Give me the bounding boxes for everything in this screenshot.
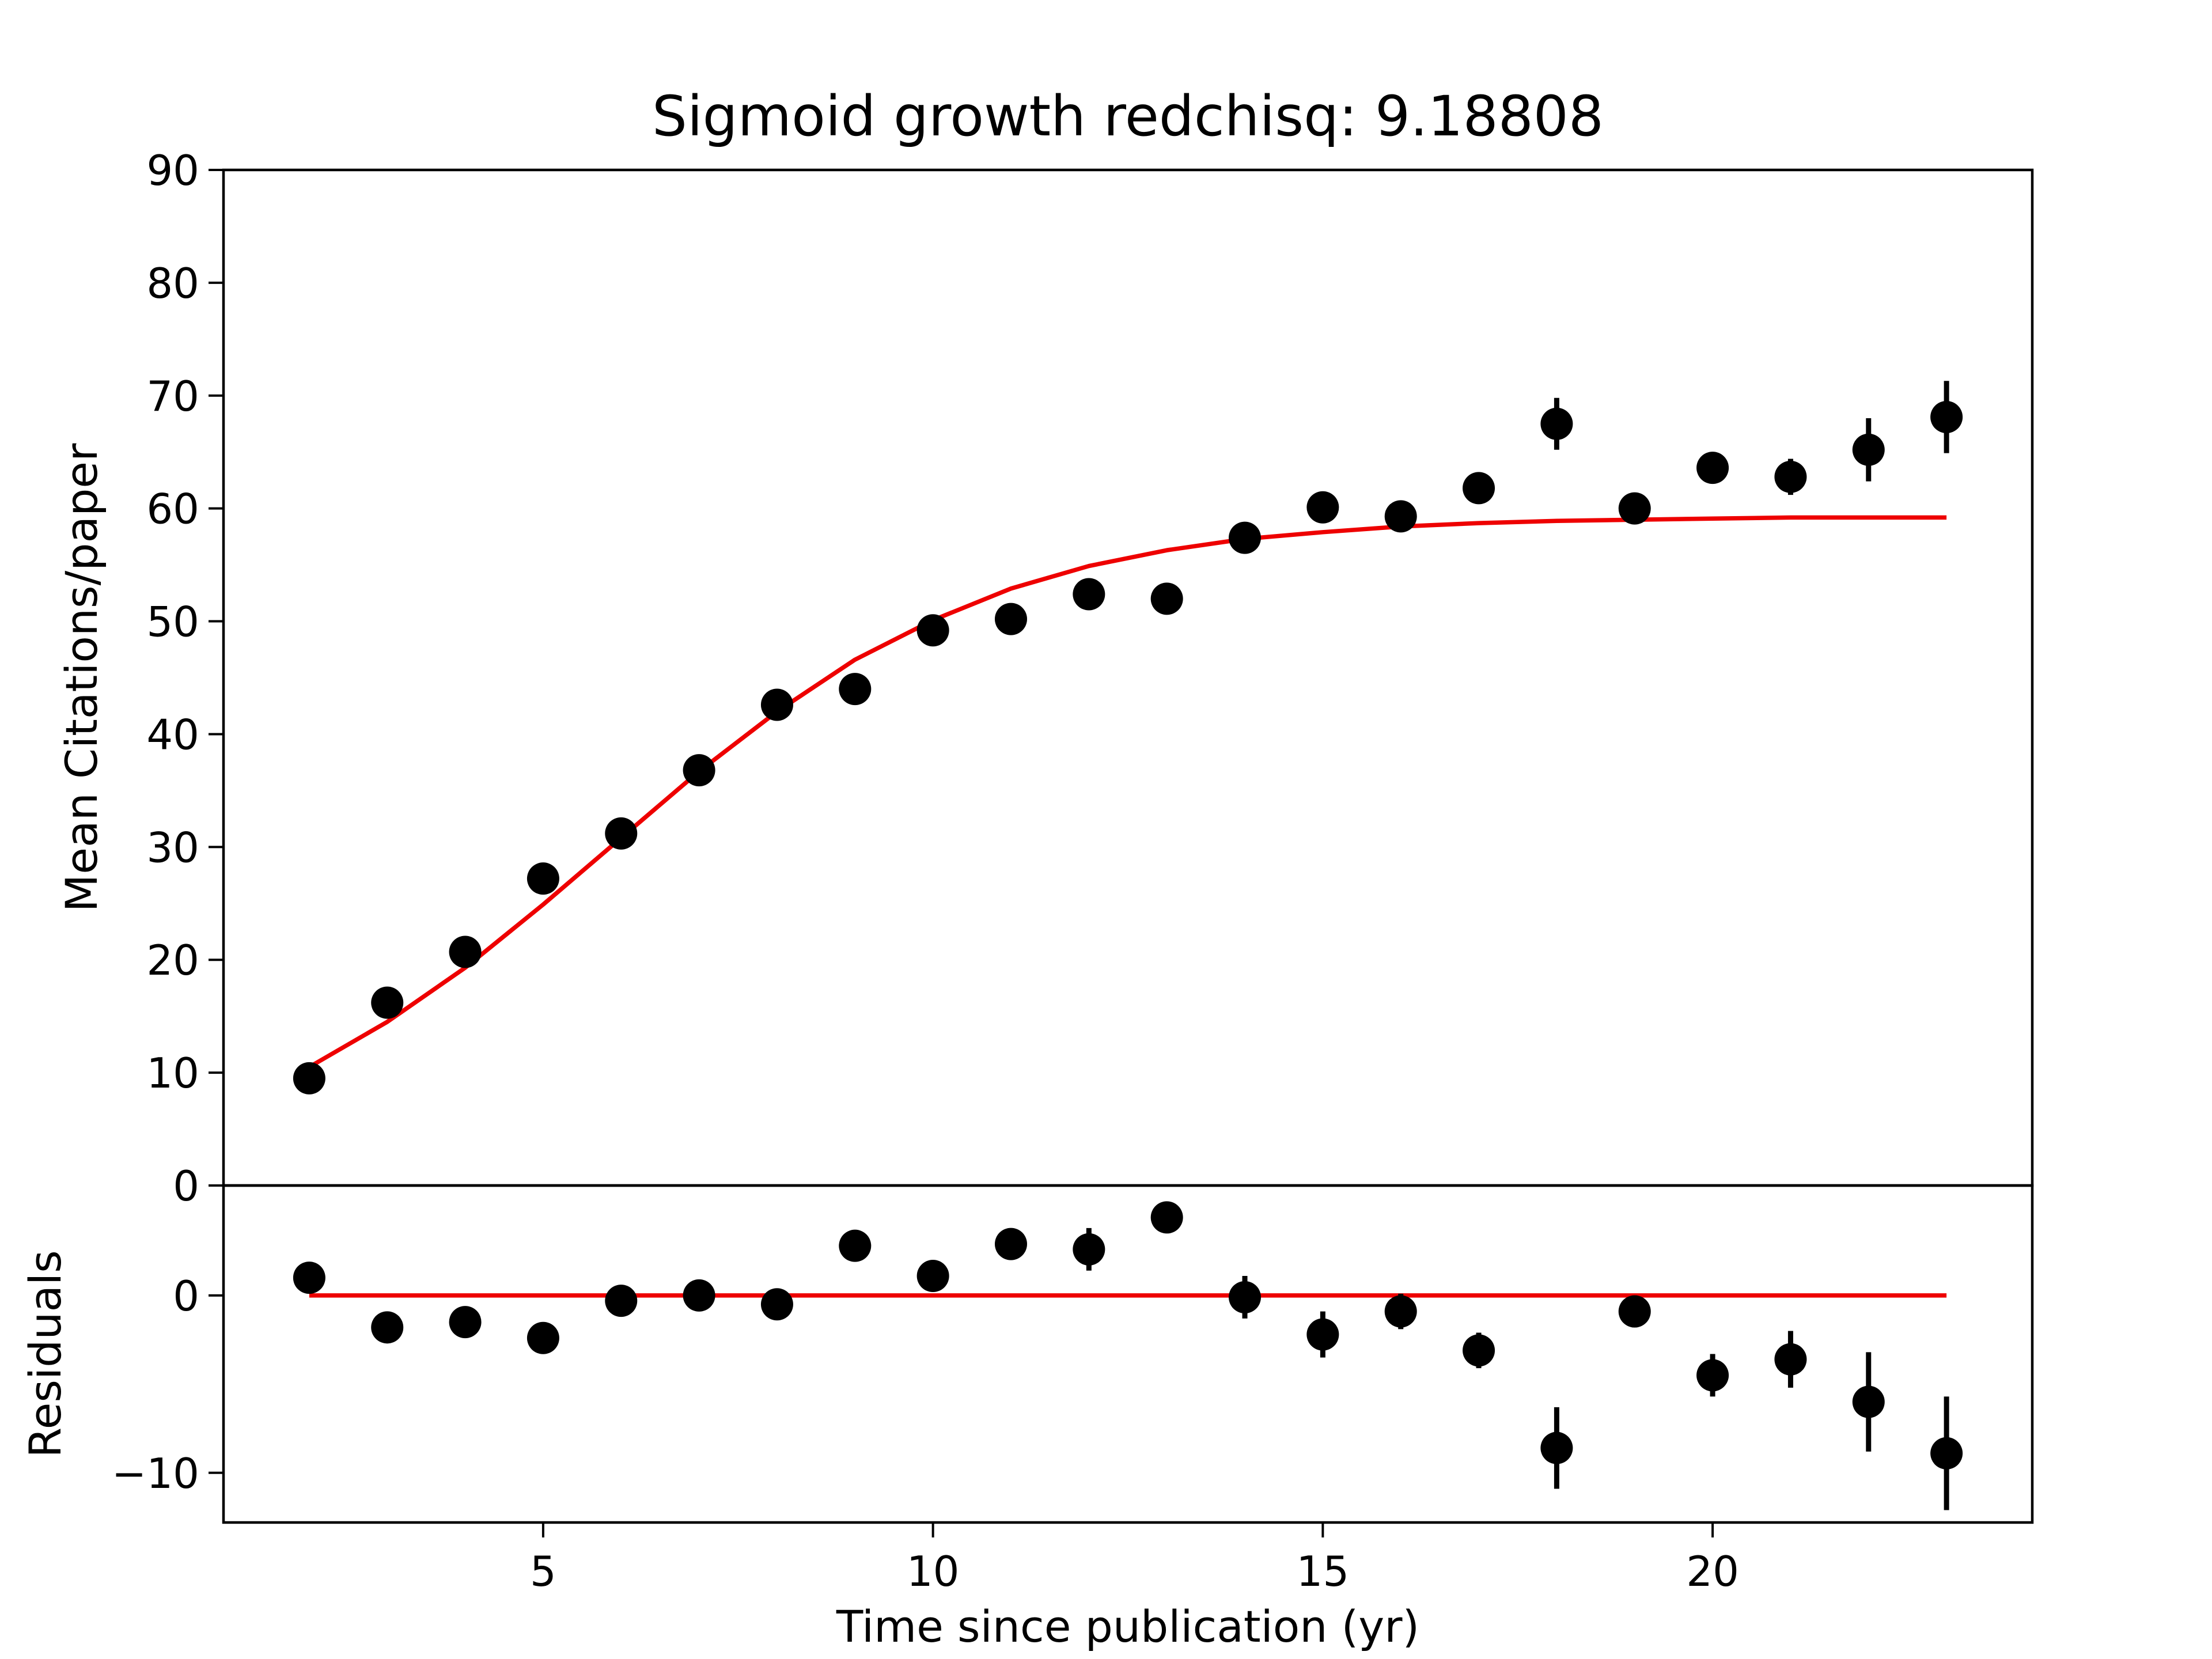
data-point [994, 1228, 1027, 1260]
main-data-points [293, 381, 1963, 1094]
data-point [839, 673, 872, 706]
main-fit-curve [308, 515, 1947, 1069]
y-tick-label: 60 [146, 485, 199, 533]
data-point [1930, 400, 1963, 433]
residuals-panel: −10 0 5 10 15 20 Time since publication (yr)… [20, 1184, 2034, 1652]
data-point [683, 1279, 715, 1312]
data-point [371, 1311, 404, 1344]
data-point [605, 1285, 638, 1317]
y-tick-label: 70 [146, 372, 199, 421]
y-tick-label: 40 [146, 710, 199, 759]
data-point [527, 1321, 559, 1354]
data-point [1774, 460, 1807, 493]
data-point [1774, 1343, 1807, 1376]
data-point [1540, 407, 1573, 440]
data-point [1540, 1431, 1573, 1464]
y-tick-label: 20 [146, 936, 199, 984]
x-tick-label: 20 [1686, 1547, 1739, 1596]
data-point [1073, 578, 1105, 611]
y-tick-label: 50 [146, 598, 199, 646]
data-point [1150, 582, 1183, 615]
data-point [605, 817, 638, 850]
y-tick-label: 80 [146, 259, 199, 308]
data-point [1384, 500, 1417, 533]
data-point [449, 935, 482, 968]
residuals-y-axis-label: Residuals [20, 1250, 71, 1458]
y-tick-label: 90 [146, 146, 199, 195]
main-fit-panel: 0 10 20 30 40 50 60 70 80 90 Sigmoid growth redch… [56, 84, 2034, 1210]
residuals-plot-frame [222, 1184, 2034, 1524]
data-point [1852, 1385, 1885, 1418]
data-point [527, 862, 559, 895]
data-point [1150, 1201, 1183, 1234]
data-point [916, 614, 949, 647]
data-point [1229, 1281, 1262, 1313]
data-point [293, 1262, 325, 1294]
main-y-ticks: 0 10 20 30 40 50 60 70 80 90 [146, 146, 224, 1210]
x-tick-label: 10 [907, 1547, 960, 1596]
data-point [1696, 1359, 1729, 1392]
chart-title: Sigmoid growth redchisq: 9.18808 [652, 84, 1604, 149]
data-point [1618, 492, 1651, 525]
data-point [1306, 1318, 1339, 1351]
data-point [1229, 521, 1262, 554]
data-point [1618, 1295, 1651, 1328]
x-ticks: 5 10 15 20 [530, 1522, 1739, 1596]
data-point [683, 754, 715, 787]
x-tick-label: 15 [1297, 1547, 1350, 1596]
y-tick-label: 30 [146, 823, 199, 872]
residuals-y-ticks: −10 0 [112, 1272, 224, 1498]
x-tick-label: 5 [530, 1547, 556, 1596]
x-axis-label: Time since publication (yr) [836, 1601, 1419, 1652]
data-point [916, 1260, 949, 1293]
y-tick-label: −10 [112, 1449, 199, 1498]
data-point [293, 1062, 325, 1094]
y-tick-label: 0 [173, 1162, 199, 1210]
data-point [449, 1306, 482, 1339]
data-point [371, 986, 404, 1019]
data-point [1306, 491, 1339, 524]
data-point [760, 1288, 793, 1321]
data-point [1852, 433, 1885, 466]
fit-line [308, 515, 1947, 1069]
data-point [1463, 1334, 1495, 1367]
data-point [994, 603, 1027, 635]
data-point [760, 688, 793, 721]
residuals-data-points [293, 1201, 1963, 1510]
data-point [839, 1229, 872, 1262]
data-point [1073, 1233, 1105, 1266]
data-point [1696, 452, 1729, 484]
data-point [1930, 1437, 1963, 1469]
y-tick-label: 0 [173, 1272, 199, 1320]
y-tick-label: 10 [146, 1049, 199, 1097]
data-point [1384, 1295, 1417, 1328]
data-point [1463, 472, 1495, 505]
main-y-axis-label: Mean Citations/paper [56, 443, 107, 912]
